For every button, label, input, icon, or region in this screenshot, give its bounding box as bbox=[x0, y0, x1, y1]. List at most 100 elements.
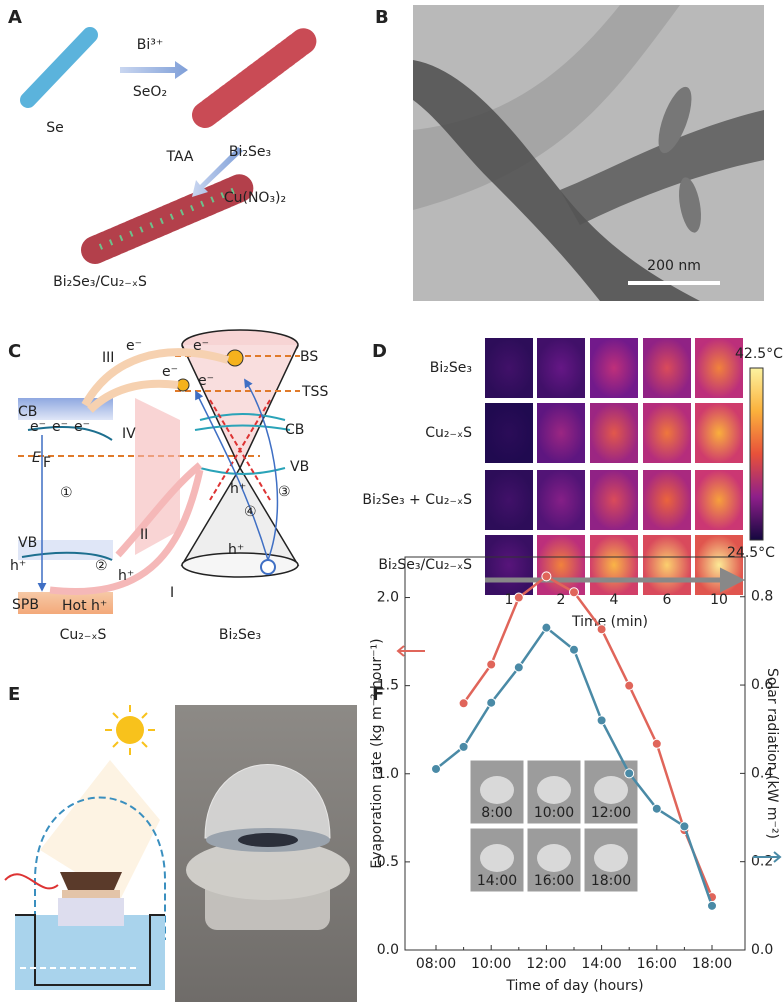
heat-cell bbox=[537, 338, 585, 398]
diagram-label: ① bbox=[60, 485, 73, 501]
inset-dome bbox=[594, 776, 628, 804]
inset-dome bbox=[594, 844, 628, 872]
row-label: Bi₂Se₃ + Cu₂₋ₓS bbox=[362, 492, 472, 508]
diagram-label: Cu₂₋ₓS bbox=[60, 627, 107, 643]
data-point bbox=[651, 803, 662, 814]
y-tick-label: 0.0 bbox=[377, 942, 399, 958]
diagram-label: IV bbox=[122, 426, 136, 442]
diagram-label: III bbox=[102, 350, 114, 366]
diagram-label: e⁻ bbox=[193, 338, 209, 354]
heat-cell bbox=[590, 403, 638, 463]
label: Bi₂Se₃ bbox=[229, 144, 271, 160]
heat-cell bbox=[695, 403, 743, 463]
data-point bbox=[541, 622, 552, 633]
x-tick-label: 16:00 bbox=[637, 956, 677, 972]
panel-label: A bbox=[8, 7, 22, 28]
label: Se bbox=[46, 120, 64, 136]
diagram-label: Bi₂Se₃ bbox=[219, 627, 261, 643]
column-label: 4 bbox=[610, 592, 619, 608]
data-point bbox=[486, 697, 497, 708]
diagram-label: e⁻ bbox=[198, 373, 214, 389]
data-point bbox=[458, 741, 469, 752]
inset-label: 12:00 bbox=[591, 805, 631, 821]
column-label: 10 bbox=[710, 592, 728, 608]
colorbar-label: 42.5°C bbox=[735, 346, 783, 362]
diagram-label: h⁺ bbox=[228, 542, 244, 558]
heat-cell bbox=[537, 470, 585, 530]
heat-cell bbox=[590, 470, 638, 530]
diagram-label: VB bbox=[290, 459, 309, 475]
data-point bbox=[513, 592, 524, 603]
data-point bbox=[624, 768, 635, 779]
y2-tick-label: 0.8 bbox=[751, 589, 773, 605]
panel-label: E bbox=[8, 684, 20, 705]
inset-photo bbox=[469, 827, 525, 893]
diagram-label: I bbox=[170, 585, 174, 601]
label: Cu(NO₃)₂ bbox=[224, 190, 286, 206]
row-label: Cu₂₋ₓS bbox=[425, 425, 472, 441]
diagram-label: h⁺ bbox=[10, 558, 26, 574]
diagram-label: ② bbox=[95, 558, 108, 574]
data-point bbox=[541, 571, 552, 582]
x-tick-label: 14:00 bbox=[581, 956, 621, 972]
y-tick-label: 2.0 bbox=[377, 590, 399, 606]
data-point bbox=[596, 624, 607, 635]
data-point bbox=[431, 763, 441, 774]
x-tick-label: 08:00 bbox=[416, 956, 456, 972]
plot-frame bbox=[404, 556, 746, 951]
heat-cell bbox=[695, 338, 743, 398]
heat-cell bbox=[695, 535, 743, 595]
column-label: 1 bbox=[505, 592, 514, 608]
inset-dome bbox=[537, 776, 571, 804]
diagram-label: Hot h⁺ bbox=[62, 598, 107, 614]
label: Bi³⁺ bbox=[137, 37, 164, 53]
diagram-label: TSS bbox=[301, 384, 328, 400]
data-point bbox=[569, 587, 579, 598]
panel-label: F bbox=[372, 684, 384, 705]
x-tick-label: 18:00 bbox=[692, 956, 732, 972]
row-label: Bi₂Se₃ bbox=[430, 360, 472, 376]
x-axis-label: Time of day (hours) bbox=[505, 978, 643, 994]
diagram-label: BS bbox=[300, 349, 318, 365]
diagram-label: II bbox=[140, 527, 148, 543]
diagram-label: h⁺ bbox=[118, 568, 134, 584]
y2-tick-label: 0.0 bbox=[751, 942, 773, 958]
column-label: 2 bbox=[557, 592, 566, 608]
device-schematic bbox=[4, 705, 166, 990]
y2-tick-label: 0.6 bbox=[751, 677, 773, 693]
diagram-label: VB bbox=[18, 535, 37, 551]
inset-label: 8:00 bbox=[481, 805, 512, 821]
y-tick-label: 1.5 bbox=[377, 678, 399, 694]
data-point bbox=[458, 698, 469, 709]
series-line bbox=[462, 574, 714, 898]
heat-cell bbox=[537, 403, 585, 463]
data-point bbox=[707, 900, 717, 911]
label: Bi₂Se₃/Cu₂₋ₓS bbox=[53, 274, 147, 290]
heat-cell bbox=[590, 535, 638, 595]
scale-bar-label: 200 nm bbox=[647, 258, 701, 274]
label: SeO₂ bbox=[133, 84, 167, 100]
heat-cell bbox=[643, 470, 691, 530]
axis-arrow bbox=[753, 851, 782, 863]
inset-label: 14:00 bbox=[477, 873, 517, 889]
heat-cell bbox=[590, 338, 638, 398]
tem-image bbox=[413, 5, 764, 301]
panel-label: D bbox=[372, 341, 387, 362]
heat-cell bbox=[643, 403, 691, 463]
y2-tick-label: 0.4 bbox=[751, 765, 773, 781]
heat-cell bbox=[485, 403, 533, 463]
inset-label: 10:00 bbox=[534, 805, 574, 821]
diagram-label: ③ bbox=[278, 484, 291, 500]
heat-cell bbox=[485, 470, 533, 530]
panel-label: C bbox=[8, 341, 21, 362]
panel-label: B bbox=[375, 7, 389, 28]
heat-cell bbox=[485, 338, 533, 398]
data-point bbox=[486, 659, 497, 670]
diagram-label: e⁻ bbox=[74, 419, 90, 435]
y-tick-label: 1.0 bbox=[377, 766, 399, 782]
inset-dome bbox=[480, 776, 514, 804]
band-diagram-art bbox=[18, 329, 300, 614]
diagram-label: e⁻ bbox=[126, 338, 142, 354]
diagram-label: CB bbox=[285, 422, 304, 438]
label: TAA bbox=[165, 149, 193, 165]
